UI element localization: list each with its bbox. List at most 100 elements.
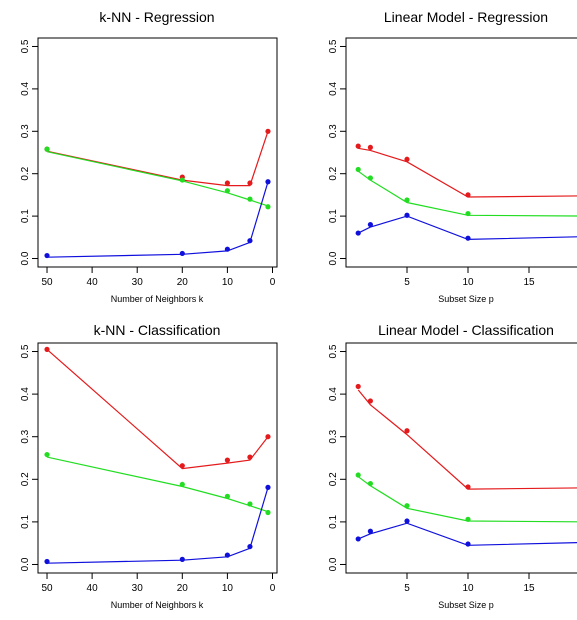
x-tick-label: 10 xyxy=(462,583,474,594)
series-line-blue xyxy=(46,487,269,564)
x-axis-label: Number of Neighbors k xyxy=(111,294,204,304)
chart-title: Linear Model - Classification xyxy=(378,322,554,338)
x-tick-label: 20 xyxy=(177,277,189,288)
x-tick-label: 10 xyxy=(462,277,474,288)
x-tick-label: 10 xyxy=(222,277,234,288)
x-tick-label: 15 xyxy=(523,277,535,288)
data-point-blue xyxy=(404,518,410,524)
y-tick-label: 0.2 xyxy=(20,166,31,180)
chart-panel-1: k-NN - Regression 0.0 0.1 0.2 0.3 0.4 0.5 50 40 3… xyxy=(20,9,278,304)
x-tick-label: 5 xyxy=(404,583,410,594)
data-point-green xyxy=(367,480,373,487)
series-line-green xyxy=(46,456,269,513)
y-tick-label: 0.3 xyxy=(328,124,339,138)
x-tick-label: 50 xyxy=(41,277,53,288)
y-tick-label: 0.5 xyxy=(328,344,339,358)
x-tick-label: 30 xyxy=(132,277,144,288)
data-point-green xyxy=(355,166,361,173)
data-point-blue xyxy=(404,212,410,218)
data-point-blue xyxy=(44,252,50,259)
chart-title: k-NN - Regression xyxy=(99,9,214,25)
y-tick-label: 0.5 xyxy=(20,344,31,358)
x-axis-label: Subset Size p xyxy=(438,600,494,610)
data-point-blue xyxy=(367,221,373,228)
plot-frame xyxy=(37,37,278,268)
data-point-blue xyxy=(247,238,253,244)
data-point-blue xyxy=(179,250,185,257)
data-point-blue xyxy=(247,543,253,550)
chart-panel-4: Linear Model - Classification 0.0 0.1 0.2 0.… xyxy=(328,322,577,610)
data-point-red xyxy=(247,454,253,460)
data-point-red xyxy=(465,192,471,198)
y-tick-label: 0.2 xyxy=(328,166,339,180)
data-point-blue xyxy=(179,556,185,562)
x-tick-label: 5 xyxy=(404,277,410,288)
y-tick-label: 0.4 xyxy=(328,82,339,96)
data-point-blue xyxy=(465,235,471,241)
series-line-green xyxy=(46,151,269,207)
data-point-green xyxy=(247,196,253,202)
data-point-blue xyxy=(367,528,373,534)
y-tick-label: 0.5 xyxy=(328,39,339,53)
y-tick-label: 0.1 xyxy=(328,515,339,529)
data-point-red xyxy=(355,143,361,149)
data-point-red xyxy=(265,434,271,440)
data-point-red xyxy=(265,128,271,134)
data-point-red xyxy=(404,428,410,434)
data-point-blue xyxy=(44,558,50,565)
data-point-red xyxy=(224,180,230,186)
data-point-red xyxy=(224,457,230,463)
x-axis-label: Number of Neighbors k xyxy=(111,600,204,610)
y-tick-label: 0.5 xyxy=(20,39,31,53)
data-point-green xyxy=(224,493,230,499)
x-tick-label: 40 xyxy=(87,277,99,288)
data-point-green xyxy=(265,509,271,516)
data-point-blue xyxy=(265,484,271,490)
y-tick-label: 0.3 xyxy=(328,429,339,443)
series-line-green xyxy=(357,476,577,523)
x-tick-label: 10 xyxy=(222,583,234,594)
chart-panel-3: k-NN - Classification 0.0 0.1 0.2 0.3 0.4 0.5 5… xyxy=(20,322,278,610)
data-point-green xyxy=(355,472,361,478)
x-tick-label: 30 xyxy=(132,583,144,594)
chart-title: Linear Model - Regression xyxy=(384,9,548,25)
plot-frame xyxy=(37,342,278,574)
chart-title: k-NN - Classification xyxy=(94,322,221,338)
data-point-green xyxy=(44,451,50,458)
y-tick-label: 0.2 xyxy=(20,472,31,486)
y-tick-label: 0.4 xyxy=(20,387,31,401)
series-line-red xyxy=(46,348,269,470)
y-tick-label: 0.2 xyxy=(328,472,339,486)
y-tick-label: 0.3 xyxy=(20,124,31,138)
x-tick-label: 15 xyxy=(523,583,535,594)
y-tick-label: 0.4 xyxy=(328,387,339,401)
data-point-blue xyxy=(465,541,471,547)
x-axis-label: Subset Size p xyxy=(438,294,494,304)
series-line-red xyxy=(358,147,577,198)
plot-frame xyxy=(345,37,577,268)
data-point-red xyxy=(465,484,471,490)
data-point-green xyxy=(224,188,230,194)
series-line-blue xyxy=(46,181,269,258)
series-line-red xyxy=(357,389,577,490)
data-point-red xyxy=(367,398,373,404)
data-point-red xyxy=(355,383,361,390)
data-point-green xyxy=(179,481,185,488)
data-point-green xyxy=(404,503,410,509)
y-tick-label: 0.0 xyxy=(20,251,31,265)
y-tick-label: 0.4 xyxy=(20,82,31,96)
data-point-green xyxy=(465,516,471,522)
data-point-blue xyxy=(224,246,230,252)
y-tick-label: 0.1 xyxy=(20,209,31,223)
data-point-red xyxy=(404,156,410,162)
data-point-blue xyxy=(355,230,361,236)
data-point-red xyxy=(44,346,50,352)
data-point-green xyxy=(179,177,185,183)
data-point-green xyxy=(265,204,271,210)
x-tick-label: 40 xyxy=(87,583,99,594)
data-point-blue xyxy=(265,179,271,185)
data-point-green xyxy=(367,175,373,181)
y-tick-label: 0.1 xyxy=(20,515,31,529)
y-tick-label: 0.0 xyxy=(328,557,339,571)
